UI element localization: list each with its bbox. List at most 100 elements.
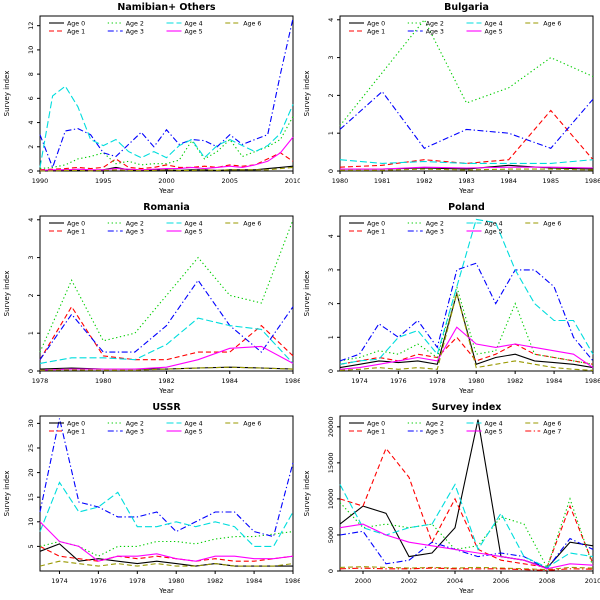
legend-label-age-4: Age 4 [485,220,503,227]
series-line-age-3 [339,530,594,570]
legend-label-age-1: Age 1 [67,428,85,435]
y-tick-label: 1 [327,335,335,339]
legend-label-age-4: Age 4 [185,420,203,427]
y-tick-label: 8 [27,72,35,76]
x-tick-label: 1984 [221,377,238,385]
series-line-age-4 [39,481,294,547]
chart-panel-poland: Poland 1974 1976 1978 1980 1982 1984 1986 0 1 2 3 4… [300,200,600,400]
series-line-age-4 [339,483,594,569]
x-tick-label: 1985 [543,177,560,185]
chart-title: Namibian+ Others [117,2,216,13]
y-tick-label: 1 [327,131,335,135]
legend-label-age-1: Age 1 [67,228,85,235]
legend-label-age-3: Age 3 [426,428,444,435]
legend-label-age-2: Age 2 [126,20,144,27]
y-axis-label: Survey index [3,271,11,317]
x-tick-label: 1986 [285,577,300,585]
legend-label-age-4: Age 4 [485,420,503,427]
legend-label-age-5: Age 5 [485,428,503,435]
series-line-age-6 [339,291,594,371]
legend-label-age-6: Age 6 [243,20,261,27]
legend-label-age-1: Age 1 [67,28,85,35]
plot-box [339,215,594,372]
x-tick-label: 1986 [585,177,600,185]
legend-label-age-5: Age 5 [185,428,203,435]
y-tick-label: 6 [27,96,35,100]
chart-svg-survey-index: 2000 2002 2004 2006 2008 2010 0 5000 10000 15000 2… [303,415,600,595]
series-line-age-6 [339,566,594,571]
chart-title: Romania [143,202,190,213]
series-line-age-1 [39,152,294,171]
series-line-age-3 [39,18,294,169]
x-tick-label: 1978 [129,577,146,585]
legend-label-age-4: Age 4 [485,20,503,27]
x-axis-label: Year [158,587,174,595]
legend-label-age-1: Age 1 [367,28,385,35]
plot-box [339,15,594,172]
legend-label-age-2: Age 2 [126,220,144,227]
legend-label-age-2: Age 2 [426,420,444,427]
series-line-age-2 [339,497,594,569]
series-line-age-2 [39,531,294,557]
y-tick-label: 25 [27,444,35,452]
chart-panel-romania: Romania 1978 1980 1982 1984 1986 0 1 2 3 4 Year Sur… [0,200,300,400]
y-tick-label: 0 [327,569,335,573]
y-tick-label: 20 [27,468,35,476]
chart-panel-ussr: USSR 1974 1976 1978 1980 1982 1984 1986 5 10 15 20… [0,400,300,600]
legend-label-age-5: Age 5 [485,228,503,235]
y-tick-label: 0 [27,369,35,373]
y-axis-label: Survey index [303,471,311,517]
chart-svg-ussr: 1974 1976 1978 1980 1982 1984 1986 5 10 15 20 25 30 Y… [3,415,300,595]
series-line-age-2 [39,116,294,170]
y-axis-label: Survey index [303,71,311,117]
y-tick-label: 0 [327,369,335,373]
x-tick-label: 2008 [539,577,556,585]
chart-svg-poland: 1974 1976 1978 1980 1982 1984 1986 0 1 2 3 4 Year Sur… [303,215,600,395]
chart-title: Poland [448,202,485,213]
legend-label-age-3: Age 3 [126,228,144,235]
legend-label-age-3: Age 3 [126,428,144,435]
chart-title: Survey index [431,402,502,413]
series-line-age-3 [339,90,594,149]
plot-box [339,415,594,572]
x-tick-label: 1980 [168,577,185,585]
y-tick-label: 0 [27,169,35,173]
y-tick-label: 30 [27,419,35,427]
series-line-age-0 [339,291,594,369]
series-line-age-2 [339,284,594,365]
x-tick-label: 1980 [332,177,349,185]
series-line-age-6 [39,366,294,371]
series-line-age-4 [39,317,294,364]
x-tick-label: 1974 [51,577,68,585]
series-line-age-2 [39,219,294,353]
legend-label-age-0: Age 0 [67,220,85,227]
x-tick-label: 1981 [374,177,391,185]
chart-panel-namibian-others: Namibian+ Others 1990 1995 2000 2005 2010 0 2 4… [0,0,300,200]
legend-label-age-4: Age 4 [185,20,203,27]
legend-label-age-2: Age 2 [426,20,444,27]
y-tick-label: 10 [27,46,35,54]
legend-label-age-0: Age 0 [67,20,85,27]
x-tick-label: 1974 [351,377,368,385]
y-tick-label: 10 [27,518,35,526]
y-tick-label: 15 [27,493,35,501]
x-tick-label: 1984 [246,577,263,585]
series-line-age-7 [339,567,594,571]
y-tick-label: 2 [27,145,35,149]
series-line-age-6 [40,166,294,172]
x-tick-label: 1980 [95,377,112,385]
series-line-age-4 [339,159,594,164]
series-line-age-2 [339,18,594,126]
series-line-age-1 [339,336,594,365]
chart-title: Bulgaria [444,2,489,13]
legend-label-age-5: Age 5 [185,228,203,235]
x-tick-label: 2000 [158,177,175,185]
x-tick-label: 2004 [447,577,464,585]
chart-svg-romania: 1978 1980 1982 1984 1986 0 1 2 3 4 Year Survey inde… [3,215,300,395]
y-tick-label: 15000 [327,453,335,474]
y-tick-label: 4 [327,234,335,238]
legend-label-age-2: Age 2 [426,220,444,227]
series-line-age-5 [340,166,594,170]
y-tick-label: 1 [27,331,35,335]
legend-label-age-6: Age 6 [543,220,561,227]
